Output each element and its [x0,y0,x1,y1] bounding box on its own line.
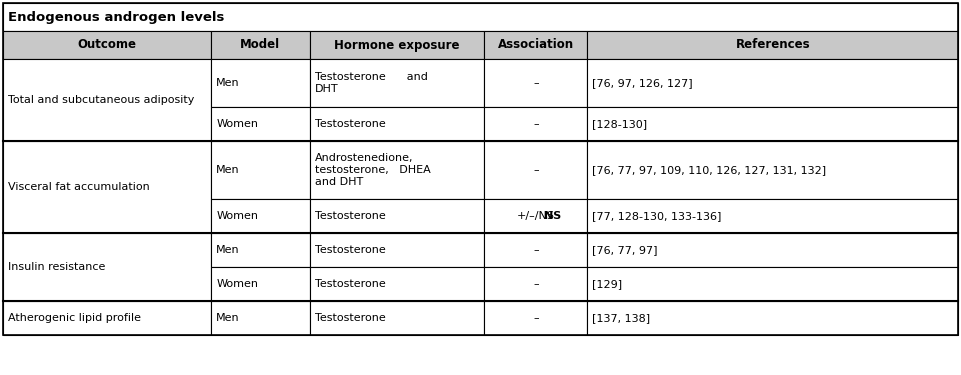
Text: –: – [533,313,539,323]
Bar [484,199,587,233]
Text: [137, 138]: [137, 138] [593,313,651,323]
Bar [587,59,958,107]
Text: Women: Women [216,119,259,129]
Text: Men: Men [216,313,240,323]
Bar [484,59,587,107]
Bar [484,301,587,335]
Text: Androstenedione,
testosterone,   DHEA
and DHT: Androstenedione, testosterone, DHEA and … [314,153,431,187]
Bar [211,301,309,335]
Text: –: – [533,245,539,255]
Text: [128-130]: [128-130] [593,119,648,129]
Text: [129]: [129] [593,279,623,289]
Text: NS: NS [544,211,561,221]
Bar [211,233,309,267]
Text: Outcome: Outcome [78,39,136,51]
Text: –: – [533,279,539,289]
Bar [587,141,958,199]
Text: Testosterone: Testosterone [314,245,385,255]
Bar [484,31,587,59]
Text: Insulin resistance: Insulin resistance [8,262,106,272]
Text: Men: Men [216,165,240,175]
Text: Hormone exposure: Hormone exposure [334,39,459,51]
Text: Model: Model [240,39,281,51]
Text: –: – [533,119,539,129]
Bar [587,107,958,141]
Text: [76, 77, 97]: [76, 77, 97] [593,245,658,255]
Bar [484,267,587,301]
Bar [587,199,958,233]
Bar [211,141,309,199]
Bar [309,301,484,335]
Bar [309,267,484,301]
Bar [3,301,211,335]
Bar [3,31,211,59]
Bar [309,233,484,267]
Text: References: References [735,39,810,51]
Text: Men: Men [216,78,240,88]
Bar [484,141,587,199]
Text: Visceral fat accumulation: Visceral fat accumulation [8,182,150,192]
Bar [587,267,958,301]
Text: Total and subcutaneous adiposity: Total and subcutaneous adiposity [8,95,194,105]
Text: [77, 128-130, 133-136]: [77, 128-130, 133-136] [593,211,722,221]
Bar [211,267,309,301]
Bar [587,233,958,267]
Bar [211,107,309,141]
Text: Testosterone: Testosterone [314,119,385,129]
Bar [484,107,587,141]
Text: +/–/NS: +/–/NS [517,211,554,221]
Text: Endogenous androgen levels: Endogenous androgen levels [8,10,224,24]
Bar [211,59,309,107]
Bar [309,107,484,141]
Bar [587,31,958,59]
Text: [76, 97, 126, 127]: [76, 97, 126, 127] [593,78,693,88]
Text: –: – [533,165,539,175]
Bar [587,301,958,335]
Bar [309,141,484,199]
Text: Atherogenic lipid profile: Atherogenic lipid profile [8,313,141,323]
Text: [76, 77, 97, 109, 110, 126, 127, 131, 132]: [76, 77, 97, 109, 110, 126, 127, 131, 13… [593,165,826,175]
Bar [211,199,309,233]
Bar [309,31,484,59]
Text: Association: Association [498,39,574,51]
Bar [211,31,309,59]
Text: –: – [533,78,539,88]
Bar [309,59,484,107]
Bar [3,141,211,233]
Text: Women: Women [216,211,259,221]
Bar [3,233,211,301]
Text: Men: Men [216,245,240,255]
Text: Testosterone: Testosterone [314,279,385,289]
Bar [3,3,958,335]
Bar [484,233,587,267]
Text: Testosterone: Testosterone [314,211,385,221]
Text: Testosterone: Testosterone [314,313,385,323]
Bar [309,199,484,233]
Bar [3,59,211,141]
Text: Women: Women [216,279,259,289]
Text: Testosterone      and
DHT: Testosterone and DHT [314,72,428,94]
Bar [3,3,958,31]
